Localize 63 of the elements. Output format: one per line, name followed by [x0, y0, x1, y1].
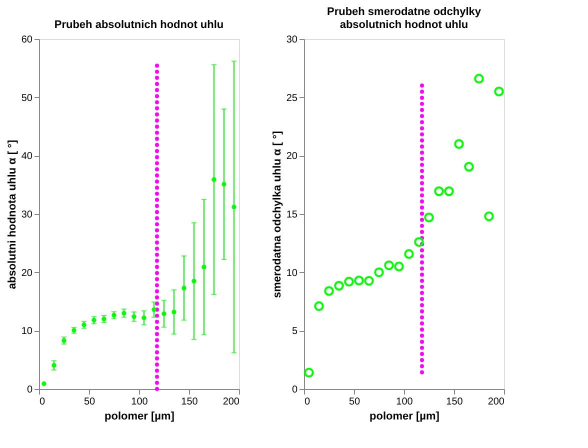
point	[202, 264, 206, 270]
chart-title: Prubeh smerodatne odchylky absolutnich hodnot uhlu	[326, 6, 482, 31]
point	[152, 307, 156, 312]
x-tick-label: 150	[181, 396, 198, 408]
point	[172, 310, 176, 314]
point	[42, 381, 46, 386]
y-tick-label: 40	[21, 151, 33, 162]
x-tick-label: 150	[446, 396, 464, 408]
point	[414, 237, 424, 247]
point	[444, 186, 454, 196]
point	[494, 86, 504, 96]
y-axis-title: absolutni hodnota uhlu α [ °]	[6, 140, 18, 290]
x-tick-label: 0	[304, 396, 310, 408]
point	[434, 186, 444, 196]
point	[424, 212, 434, 222]
y-tick-label: 15	[286, 210, 298, 220]
x-tick-label: 0	[40, 396, 46, 408]
point	[484, 211, 494, 222]
point	[454, 139, 464, 149]
point	[212, 177, 216, 182]
point	[52, 363, 56, 368]
x-axis-title: polomer [µm]	[370, 410, 440, 422]
point	[222, 182, 226, 187]
y-tick-label: 30	[21, 210, 33, 220]
point	[394, 262, 404, 272]
chart-title: Prubeh absolutnich hodnot uhlu	[54, 19, 224, 31]
x-tick-label: 50	[348, 396, 360, 408]
point	[192, 278, 196, 284]
y-tick-label: 60	[21, 34, 33, 46]
y-tick-label: 25	[286, 92, 298, 104]
y-tick-label: 0	[292, 384, 298, 396]
point	[304, 368, 314, 378]
point	[364, 276, 374, 286]
point	[404, 249, 414, 259]
x-tick-label: 100	[396, 396, 414, 408]
point	[314, 301, 324, 312]
point	[182, 286, 186, 290]
x-tick-label: 200	[488, 396, 505, 408]
y-axis-title: smerodatna odchylka uhlu α [ °]	[271, 130, 284, 298]
y-tick-label: 10	[21, 326, 33, 338]
y-tick-label: 0	[26, 384, 33, 396]
point	[374, 267, 384, 278]
point	[464, 162, 474, 172]
x-axis-title: polomer [µm]	[104, 410, 175, 422]
point	[344, 276, 354, 287]
y-tick-label: 20	[286, 151, 298, 162]
y-tick-label: 5	[292, 326, 298, 338]
point	[354, 276, 364, 286]
x-tick-label: 50	[84, 396, 96, 408]
point	[232, 204, 236, 210]
x-tick-label: 200	[222, 396, 240, 408]
point	[132, 314, 136, 320]
x-tick-label: 100	[131, 396, 148, 408]
point	[474, 74, 484, 84]
point	[384, 260, 394, 270]
y-tick-label: 50	[21, 92, 33, 104]
point	[324, 286, 334, 296]
point	[142, 315, 146, 320]
point	[334, 280, 344, 291]
point	[162, 311, 166, 316]
y-tick-label: 20	[21, 268, 33, 279]
y-tick-label: 10	[286, 268, 298, 279]
y-tick-label: 30	[286, 34, 298, 46]
